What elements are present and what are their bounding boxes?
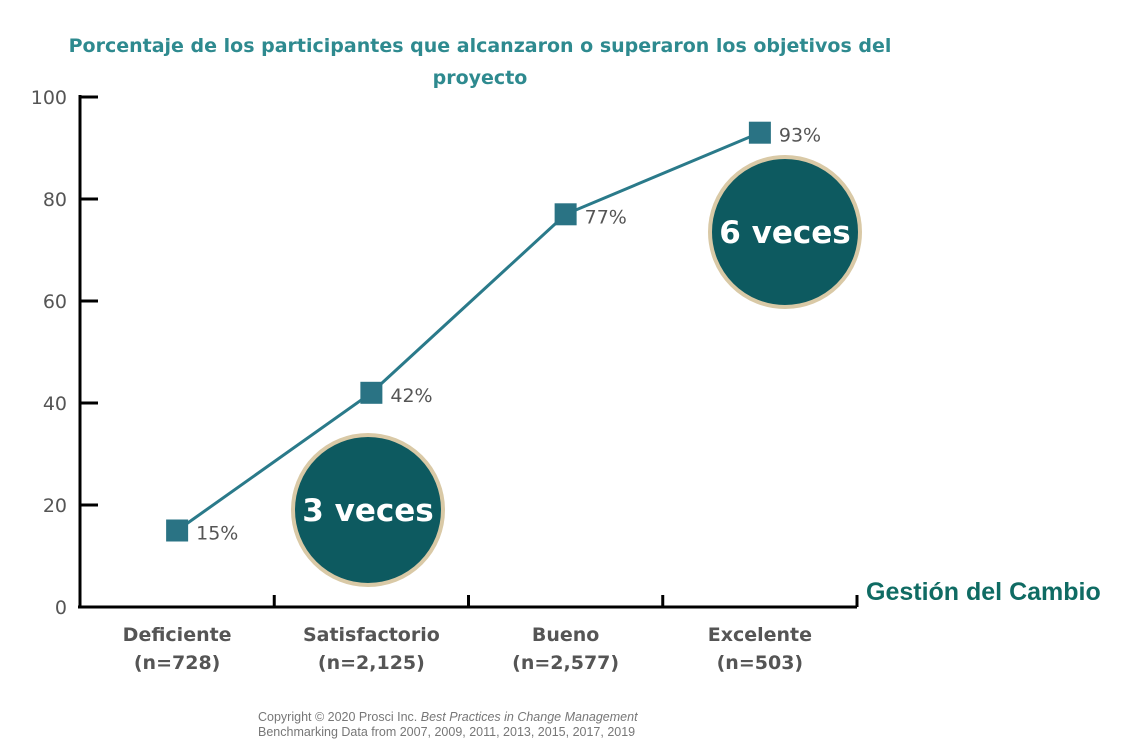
x-tick-label: Deficiente bbox=[123, 624, 232, 646]
data-label: 93% bbox=[779, 125, 821, 147]
y-tick-label: 40 bbox=[43, 393, 67, 415]
y-tick-label: 60 bbox=[43, 291, 67, 313]
data-label: 77% bbox=[585, 206, 627, 228]
y-tick-label: 100 bbox=[31, 87, 67, 109]
chart-title: Porcentaje de los participantes que alca… bbox=[68, 35, 892, 89]
x-tick-label: Excelente bbox=[708, 624, 812, 646]
data-point bbox=[748, 121, 771, 144]
annotation-bubble bbox=[291, 433, 445, 587]
copyright-line2: Benchmarking Data from 2007, 2009, 2011,… bbox=[258, 725, 636, 739]
x-tick-count: (n=728) bbox=[134, 652, 220, 674]
annotation-label: 6 veces bbox=[719, 215, 850, 251]
data-label: 42% bbox=[390, 385, 432, 407]
x-tick-count: (n=503) bbox=[717, 652, 803, 674]
annotation-label: 3 veces bbox=[302, 493, 433, 529]
x-axis-label: Gestión del Cambio bbox=[866, 578, 1101, 606]
annotation-bubble bbox=[708, 155, 862, 309]
data-point bbox=[360, 381, 383, 404]
y-tick-label: 80 bbox=[43, 189, 67, 211]
y-tick-label: 20 bbox=[43, 495, 67, 517]
y-tick-label: 0 bbox=[55, 597, 67, 619]
data-label: 15% bbox=[196, 523, 238, 545]
x-tick-count: (n=2,125) bbox=[318, 652, 425, 674]
x-tick-count: (n=2,577) bbox=[512, 652, 619, 674]
x-tick-label: Bueno bbox=[532, 624, 599, 646]
series-line bbox=[176, 131, 761, 532]
copyright-title: Best Practices in Change Management bbox=[420, 710, 638, 724]
x-tick-label: Satisfactorio bbox=[303, 624, 440, 646]
data-point bbox=[554, 203, 577, 226]
copyright-prefix: Copyright © 2020 Prosci Inc. bbox=[258, 710, 421, 724]
copyright-note: Copyright © 2020 Prosci Inc. Best Practi… bbox=[258, 710, 638, 740]
data-point bbox=[166, 519, 189, 542]
